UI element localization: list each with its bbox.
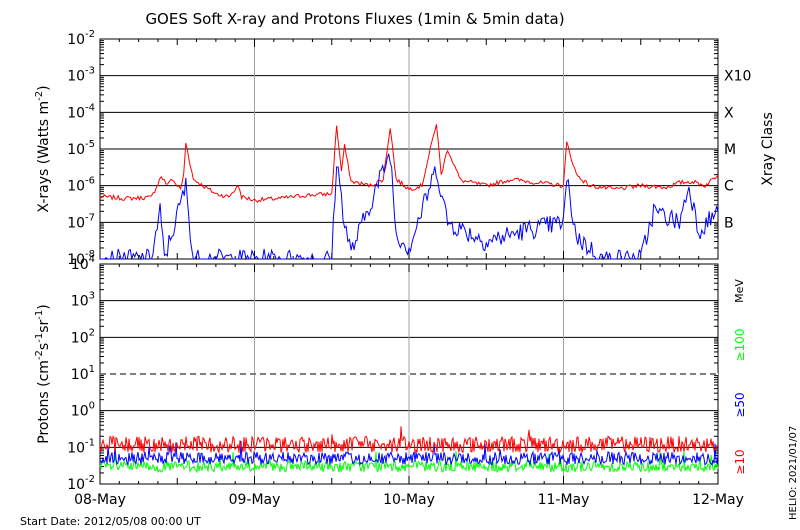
xray-class-label: X10 xyxy=(724,69,751,85)
xray-y-axis-label: X-rays (Watts m-2) xyxy=(34,85,52,212)
xray-class-label: M xyxy=(724,142,736,158)
proton-y-tick-label: 102 xyxy=(71,327,95,346)
xray-frame xyxy=(99,38,719,260)
xray-class-axis-title: Xray Class xyxy=(760,112,776,186)
xray-y-tick-label: 10-4 xyxy=(67,102,95,121)
proton-y-tick-label: 10-1 xyxy=(67,437,95,456)
xray-class-label: B xyxy=(724,215,734,231)
proton-series-label: ≥50 xyxy=(733,392,747,417)
xray-y-tick-label: 10-7 xyxy=(67,212,95,231)
x-tick-label: 11-May xyxy=(538,492,590,508)
x-tick-label: 12-May xyxy=(692,492,744,508)
proton-unit-label: MeV xyxy=(733,279,746,303)
proton-series-red xyxy=(99,426,719,455)
watermark: HELIO: 2021/01/07 xyxy=(788,426,799,520)
chart-title: GOES Soft X-ray and Protons Fluxes (1min… xyxy=(145,10,564,28)
proton-series-label: ≥100 xyxy=(733,329,747,362)
proton-y-tick-label: 10-2 xyxy=(67,474,95,493)
xray-series-blue xyxy=(100,153,719,261)
xray-class-label: C xyxy=(724,179,734,195)
xray-y-tick-label: 10-5 xyxy=(67,139,95,158)
proton-series-green xyxy=(99,450,719,474)
xray-y-tick-label: 10-6 xyxy=(67,176,95,195)
xray-class-label: X xyxy=(724,105,734,121)
proton-series-label: ≥10 xyxy=(733,449,747,474)
start-date: Start Date: 2012/05/08 00:00 UT xyxy=(20,515,201,528)
proton-y-axis-label: Protons (cm-2s-1sr-1) xyxy=(34,304,52,443)
x-tick-label: 09-May xyxy=(229,492,281,508)
x-tick-label: 10-May xyxy=(383,492,435,508)
xray-panel: 10-8 10-7 10-6 10-5 10-4 10-3 10-2 X10 X M C B Xray … xyxy=(34,29,776,268)
xray-y-tick-label: 10-2 xyxy=(67,29,95,48)
xray-series-red xyxy=(99,124,719,203)
proton-y-tick-label: 100 xyxy=(71,401,95,420)
x-tick-label: 08-May xyxy=(74,492,126,508)
xray-y-tick-label: 10-8 xyxy=(67,249,95,268)
proton-series-blue xyxy=(99,440,719,467)
proton-y-tick-label: 101 xyxy=(71,364,95,383)
proton-y-tick-label: 103 xyxy=(71,291,95,310)
proton-panel: 10-2 10-1 100 101 102 103 104 Protons (cm-2s-1s… xyxy=(34,254,747,508)
xray-y-tick-label: 10-3 xyxy=(67,66,95,85)
proton-y-tick-label: 104 xyxy=(71,254,95,273)
